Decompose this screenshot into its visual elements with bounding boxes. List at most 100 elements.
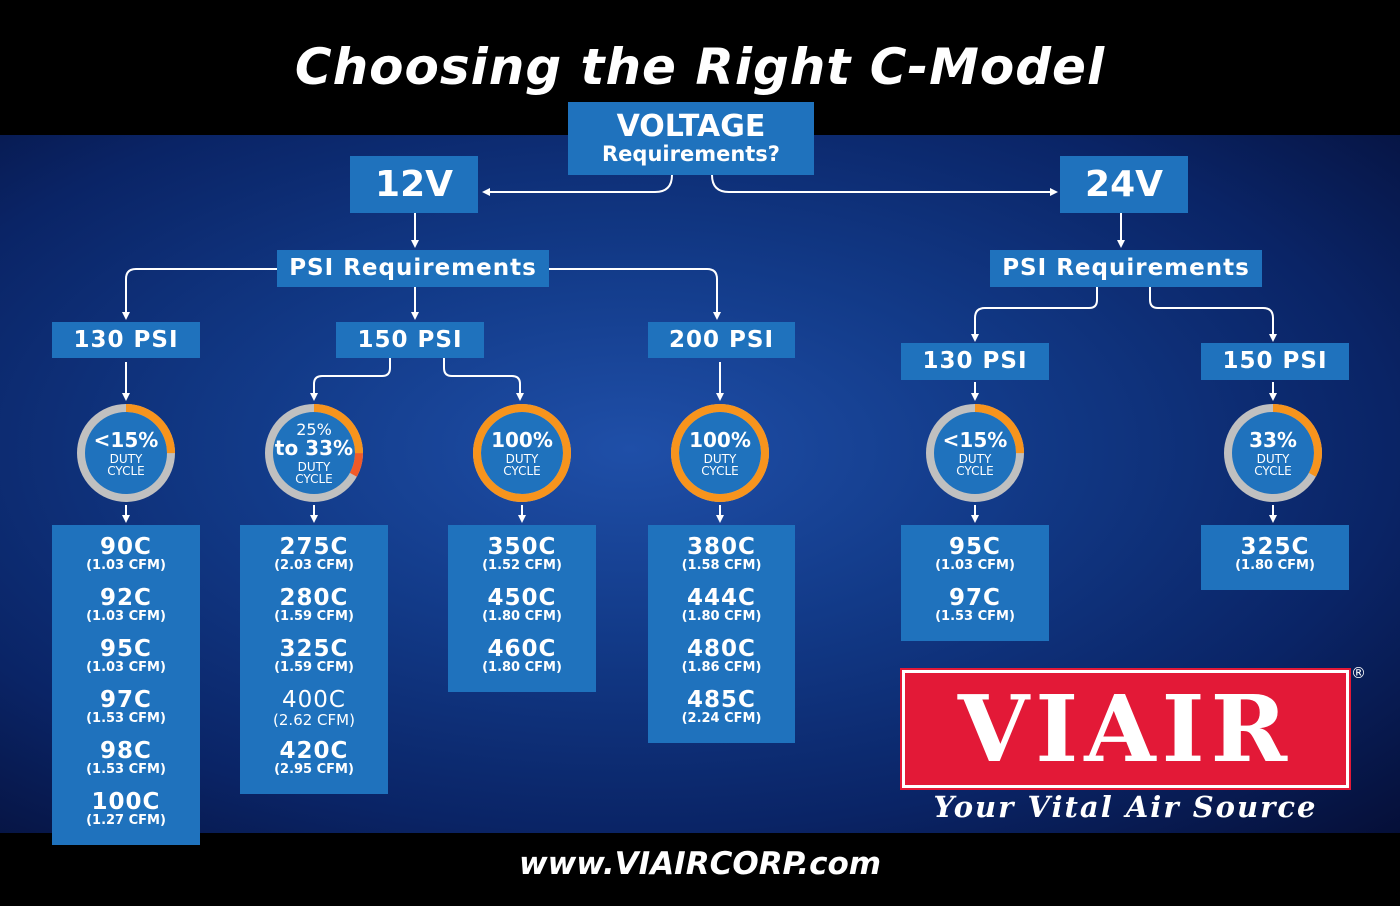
duty-cycle-gauge: 33% DUTY CYCLE [1221,401,1325,505]
gauge-ring [77,404,175,502]
gauge-fill [77,404,175,502]
model-list: 325C (1.80 CFM) [1201,525,1349,590]
gauge-label: DUTY [505,451,539,466]
model-item: 450C (1.80 CFM) [448,587,596,638]
model-cfm: (2.95 CFM) [274,762,354,777]
model-cfm: (1.58 CFM) [681,558,762,573]
model-list: 380C (1.58 CFM) 444C (1.80 CFM) 480C (1.86 CF… [648,525,795,743]
psi-box-24v-130: 130 PSI [901,343,1049,380]
model-cfm: (1.03 CFM) [935,558,1015,573]
model-name: 480C [687,636,756,662]
model-item: 95C (1.03 CFM) [901,536,1049,587]
model-cfm: (1.03 CFM) [86,558,166,573]
psi-requirements-12v: PSI Requirements [277,250,549,287]
gauge-value: 33% [1249,427,1297,452]
model-item: 100C (1.27 CFM) [52,791,200,842]
gauge-label: CYCLE [503,463,541,478]
logo-text: VIAIR [957,675,1294,783]
model-name: 460C [487,636,557,662]
model-name: 90C [100,534,152,560]
model-name: 275C [279,534,349,560]
model-cfm: (1.86 CFM) [681,660,762,675]
arrow [549,268,721,320]
model-cfm: (1.80 CFM) [482,660,562,675]
gauge-value: to 33% [274,435,354,460]
duty-cycle-gauge: 100% DUTY CYCLE [668,401,772,505]
model-name: 325C [279,636,349,662]
model-cfm: (1.59 CFM) [274,609,354,624]
gauge-label: CYCLE [701,463,739,478]
psi-box-12v-200: 200 PSI [648,322,795,358]
model-cfm: (1.53 CFM) [86,711,166,726]
gauge-label: DUTY [297,459,331,474]
model-name: 325C [1240,534,1310,560]
model-cfm: (2.24 CFM) [681,711,762,726]
gauge-label: DUTY [1256,451,1290,466]
model-cfm: (1.80 CFM) [482,609,562,624]
viair-logo: VIAIR [900,668,1351,790]
model-item: 380C (1.58 CFM) [648,536,795,587]
model-list: 275C (2.03 CFM) 280C (1.59 CFM) 325C (1.59 CF… [240,525,388,794]
arrow [971,287,1098,342]
model-name: 444C [687,585,756,611]
model-item: 400C (2.62 CFM) [240,689,388,740]
gauge-ring [265,404,363,502]
24v-box: 24V [1060,156,1188,213]
model-item: 97C (1.53 CFM) [52,689,200,740]
psi-box-12v-130: 130 PSI [52,322,200,358]
gauge-label: DUTY [109,451,143,466]
model-name: 280C [279,585,349,611]
footer-band [0,833,1400,906]
model-list: 95C (1.03 CFM) 97C (1.53 CFM) [901,525,1049,641]
website-link[interactable]: www.VIAIRCORP.com [518,846,882,882]
model-name: 450C [487,585,557,611]
model-item: 95C (1.03 CFM) [52,638,200,689]
logo-tagline: Your Vital Air Source [933,790,1318,824]
registered-mark: ® [1351,664,1366,682]
duty-cycle-gauge: 100% DUTY CYCLE [470,401,574,505]
model-item: 485C (2.24 CFM) [648,689,795,740]
gauge-fill [671,404,769,502]
gauge-label: CYCLE [107,463,145,478]
gauge-label: DUTY [703,451,737,466]
12v-box: 12V [350,156,478,213]
model-item: 420C (2.95 CFM) [240,740,388,791]
model-item: 325C (1.80 CFM) [1201,536,1349,587]
gauge-value: 100% [491,427,553,452]
model-item: 275C (2.03 CFM) [240,536,388,587]
gauge-ring [926,404,1024,502]
model-name: 400C [282,687,346,713]
arrow-to-24v [711,174,1058,196]
model-cfm: (1.53 CFM) [86,762,166,777]
voltage-title: VOLTAGE [616,109,766,144]
model-item: 97C (1.53 CFM) [901,587,1049,638]
gauge-pre: 25% [296,419,332,439]
model-cfm: (1.03 CFM) [86,609,166,624]
model-list: 350C (1.52 CFM) 450C (1.80 CFM) 460C (1.80 CF… [448,525,596,692]
gauge-label: CYCLE [295,471,333,486]
model-cfm: (2.62 CFM) [273,711,355,729]
model-item: 90C (1.03 CFM) [52,536,200,587]
arrow-to-12v [482,174,673,196]
gauge-label: CYCLE [1254,463,1292,478]
duty-cycle-gauge: 25% to 33% DUTY CYCLE [262,401,366,505]
model-item: 480C (1.86 CFM) [648,638,795,689]
gauge-fill [265,404,363,502]
model-name: 350C [487,534,557,560]
voltage-subtitle: Requirements? [602,142,780,166]
duty-cycle-gauge: <15% DUTY CYCLE [74,401,178,505]
model-name: 95C [949,534,1001,560]
model-cfm: (1.59 CFM) [274,660,354,675]
model-list: 90C (1.03 CFM) 92C (1.03 CFM) 95C (1.03 CFM) 9… [52,525,200,845]
voltage-requirements-box: VOLTAGE Requirements? [568,102,814,175]
psi-requirements-24v: PSI Requirements [990,250,1262,287]
model-cfm: (1.80 CFM) [1235,558,1315,573]
gauge-ring [671,404,769,502]
model-cfm: (2.03 CFM) [274,558,354,573]
model-name: 485C [687,687,756,713]
duty-cycle-gauge: <15% DUTY CYCLE [923,401,1027,505]
gauge-value: <15% [93,427,159,452]
page-title: Choosing the Right C-Model [294,38,1106,96]
model-cfm: (1.52 CFM) [482,558,562,573]
model-name: 100C [91,789,161,815]
